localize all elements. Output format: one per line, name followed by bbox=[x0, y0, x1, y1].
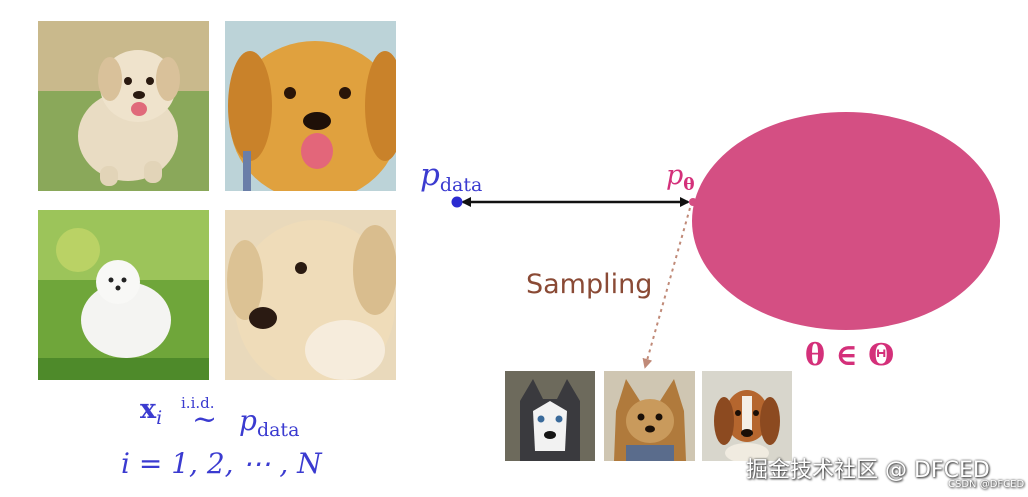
p-theta-point bbox=[689, 198, 697, 206]
tilde-symbol: ~ bbox=[192, 402, 218, 437]
watermark-small: CSDN @DFCED bbox=[948, 479, 1025, 490]
yorkshire-terrier-photo bbox=[604, 371, 695, 461]
golden-retriever-puppy-photo bbox=[225, 21, 396, 191]
watermark-main: 掘金技术社区 @ DFCED bbox=[746, 458, 990, 483]
husky-photo bbox=[505, 371, 595, 461]
sampling-arrow bbox=[642, 207, 691, 369]
index-range-formula: i = 1, 2, ⋯ , N bbox=[121, 447, 322, 480]
theta-in-Theta-label: θ ∈ Θ bbox=[805, 338, 895, 373]
model-family-ellipse bbox=[692, 112, 1000, 330]
beagle-photo bbox=[702, 371, 792, 461]
p-theta-label: pθ bbox=[666, 160, 695, 195]
iid-label: i.i.d. bbox=[181, 394, 215, 412]
labrador-puppy-closeup-photo bbox=[225, 210, 396, 380]
p-data-label: pdata bbox=[420, 157, 483, 196]
golden-puppy-running-photo bbox=[38, 21, 209, 191]
p-data-bottom: pdata bbox=[239, 404, 300, 441]
xi-iid-pdata-formula: xi bbox=[140, 394, 163, 429]
p-data-point bbox=[451, 196, 463, 208]
white-pomeranian-photo bbox=[38, 210, 209, 380]
sampling-label: Sampling bbox=[526, 269, 653, 300]
